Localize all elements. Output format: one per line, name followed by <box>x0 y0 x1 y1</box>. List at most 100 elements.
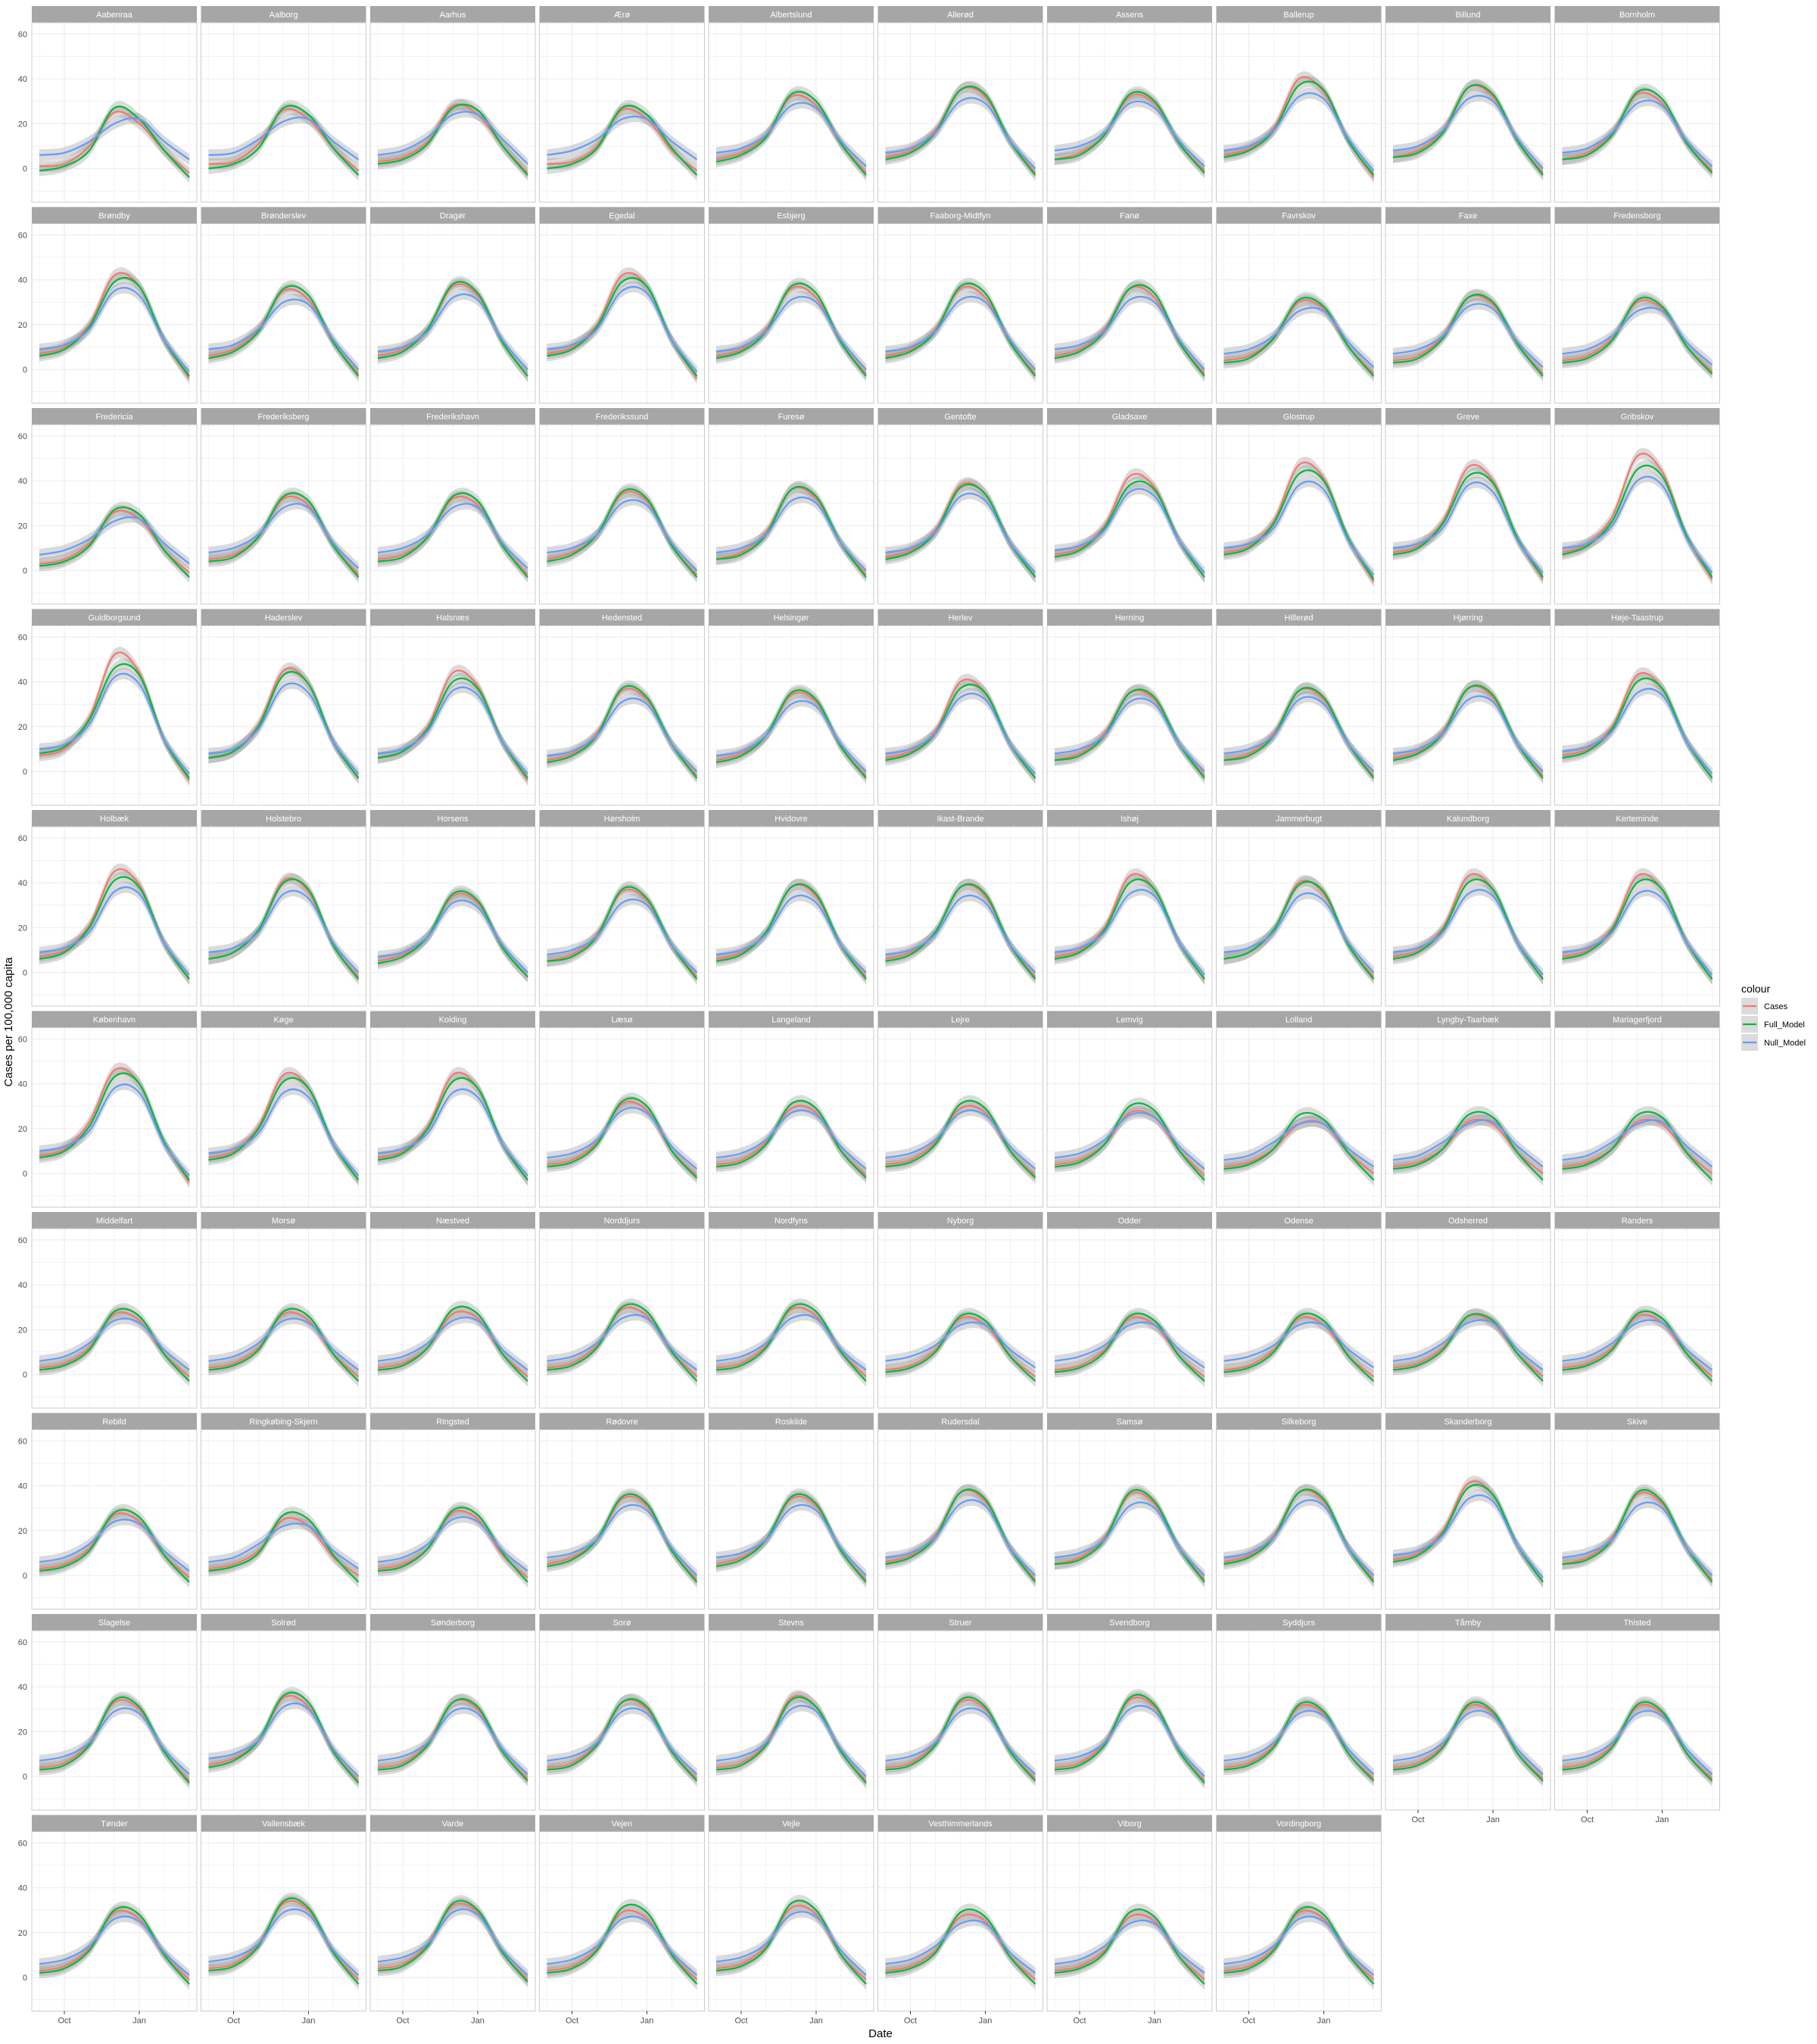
facet-label: Mariagerfjord <box>1613 1016 1662 1025</box>
panel-border <box>1046 223 1213 404</box>
ribbon-full_model <box>716 878 866 985</box>
facet-strip <box>877 6 1043 23</box>
series-line-null_model <box>715 496 867 572</box>
facet-panel: Odder <box>1046 1212 1213 1409</box>
panel-border <box>708 22 874 203</box>
panel-border <box>201 826 366 1007</box>
panel-border <box>539 1429 705 1609</box>
y-tick-label: 40 <box>18 1482 27 1491</box>
panel-border <box>369 22 536 203</box>
series-line-null_model <box>1223 892 1375 974</box>
panel-border <box>1554 625 1720 805</box>
series-line-full_model <box>1223 880 1375 980</box>
panel-border <box>1216 223 1382 404</box>
facet-strip <box>709 6 874 23</box>
facet-label: Rudersdal <box>941 1418 979 1427</box>
series-line-null_model <box>885 894 1036 974</box>
facet-label: Guldborgsund <box>88 614 140 623</box>
y-tick-label: 20 <box>18 1728 27 1737</box>
series-line-null_model <box>885 1109 1036 1170</box>
panel-border <box>877 625 1043 805</box>
panel-border <box>369 424 536 605</box>
facet-strip <box>539 207 705 224</box>
facet-strip <box>709 1413 874 1430</box>
series-line-null_model <box>885 295 1036 370</box>
ribbon-cases <box>1393 1475 1543 1588</box>
facet-panel: Holbæk 0 20 40 60 <box>18 810 198 1007</box>
facet-strip <box>1216 609 1382 626</box>
facet-strip <box>201 1815 366 1832</box>
facet-label: Kolding <box>439 1016 467 1025</box>
panel-border <box>31 1228 198 1409</box>
panel-border <box>877 1429 1043 1609</box>
facet-strip <box>1385 207 1551 224</box>
panel-border <box>708 1027 874 1207</box>
facet-strip <box>201 6 366 23</box>
series-line-null_model <box>1054 1501 1205 1576</box>
facet-label: Billund <box>1455 11 1480 20</box>
y-axis-title: Cases per 100,000 capita <box>2 957 15 1087</box>
panel-border <box>31 1429 198 1609</box>
y-tick-label: 60 <box>18 1437 27 1446</box>
series-line-null_model <box>377 686 528 774</box>
facet-panel: Stevns <box>708 1614 874 1811</box>
ribbon-full_model <box>39 1691 189 1789</box>
facet-panel: Hørsholm <box>539 810 705 1007</box>
series-line-null_model <box>885 1707 1036 1775</box>
facet-panel: Langeland <box>708 1011 874 1207</box>
ribbon-full_model <box>716 481 866 583</box>
ribbon-full_model <box>885 277 1036 382</box>
facet-panel: Frederikshavn <box>369 408 536 605</box>
series-line-full_model <box>377 1507 528 1583</box>
facet-label: Odsherred <box>1448 1217 1488 1226</box>
ribbon-full_model <box>1562 1696 1713 1787</box>
ribbon-null_model <box>208 885 359 978</box>
facet-panel: Allerød <box>877 6 1043 203</box>
series-line-null_model <box>1223 1709 1375 1775</box>
facet-panel: Syddjurs <box>1216 1614 1382 1811</box>
ribbon-null_model <box>1393 1314 1543 1376</box>
y-tick-label: 40 <box>18 1683 27 1692</box>
facet-label: Vejen <box>612 1820 633 1829</box>
ribbon-full_model <box>1223 464 1374 585</box>
facet-panel: Ringsted <box>369 1413 536 1609</box>
ribbon-cases <box>1055 1691 1205 1787</box>
series-line-full_model <box>547 1303 698 1382</box>
facet-strip <box>877 408 1043 425</box>
ribbon-cases <box>716 687 866 782</box>
series-line-full_model <box>715 91 867 176</box>
panel-border <box>1046 1429 1213 1609</box>
ribbon-null_model <box>378 106 528 170</box>
ribbon-full_model <box>1223 876 1374 985</box>
facet-label: Hillerød <box>1285 614 1314 623</box>
facet-label: Brøndby <box>98 212 130 221</box>
ribbon-null_model <box>547 1101 697 1175</box>
facet-strip <box>370 810 535 827</box>
facet-panel: Struer <box>877 1614 1043 1811</box>
series-line-null_model <box>1392 303 1544 368</box>
x-tick-label: Jan <box>132 2017 146 2026</box>
y-tick-label: 0 <box>23 768 27 777</box>
y-tick-label: 60 <box>18 834 27 843</box>
x-tick-label: Oct <box>1411 1815 1424 1824</box>
facet-label: Helsingør <box>773 614 809 623</box>
facet-strip <box>1385 609 1551 626</box>
facet-strip <box>1047 1815 1212 1832</box>
ribbon-full_model <box>1055 1484 1205 1588</box>
series-line-null_model <box>1562 475 1713 574</box>
facet-strip <box>32 1413 197 1430</box>
ribbon-full_model <box>547 1693 697 1787</box>
facet-panel: Vejle Oct Jan <box>708 1815 874 2026</box>
panel-border <box>201 1630 366 1811</box>
facet-strip <box>877 609 1043 626</box>
ribbon-full_model <box>1562 1484 1713 1588</box>
ribbon-full_model <box>39 871 189 985</box>
series-line-full_model <box>1392 1701 1544 1782</box>
ribbon-cases <box>378 1693 528 1784</box>
facet-label: Faxe <box>1459 212 1477 221</box>
y-tick-label: 20 <box>18 120 27 129</box>
facet-panel: Ballerup <box>1216 6 1382 203</box>
facet-strip <box>370 1815 535 1832</box>
facet-label: Varde <box>442 1820 464 1829</box>
series-line-null_model <box>377 111 528 165</box>
